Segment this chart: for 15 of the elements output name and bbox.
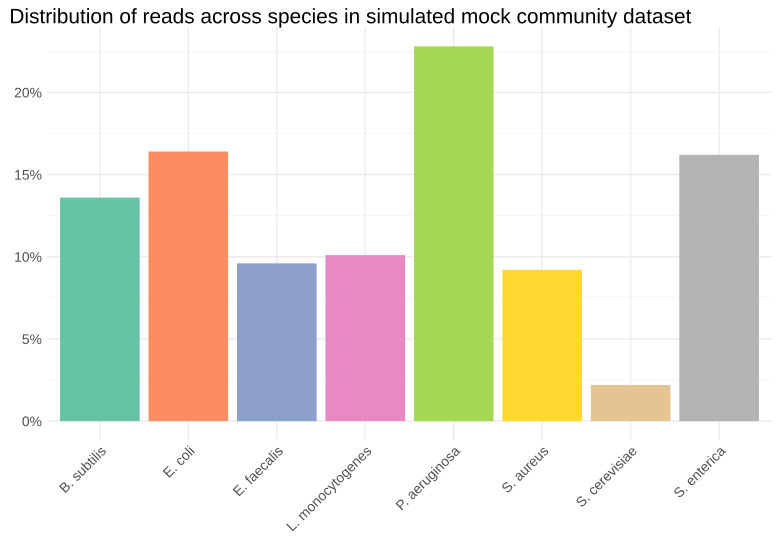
y-tick-label: 10% <box>15 252 42 262</box>
bar <box>325 255 406 422</box>
bar <box>502 270 582 422</box>
y-tick-label: 15% <box>15 170 42 180</box>
bar <box>60 198 140 422</box>
y-tick-label: 5% <box>22 334 42 344</box>
chart-title: Distribution of reads across species in simulated mock community dataset <box>11 8 692 28</box>
bar <box>590 384 670 422</box>
bar <box>679 154 759 422</box>
y-tick-label: 0% <box>22 416 42 426</box>
y-tick-label: 20% <box>14 88 42 98</box>
bar <box>148 152 228 422</box>
x-tick-label: E. coli <box>162 445 195 478</box>
bar <box>236 263 317 422</box>
bar <box>414 46 494 422</box>
